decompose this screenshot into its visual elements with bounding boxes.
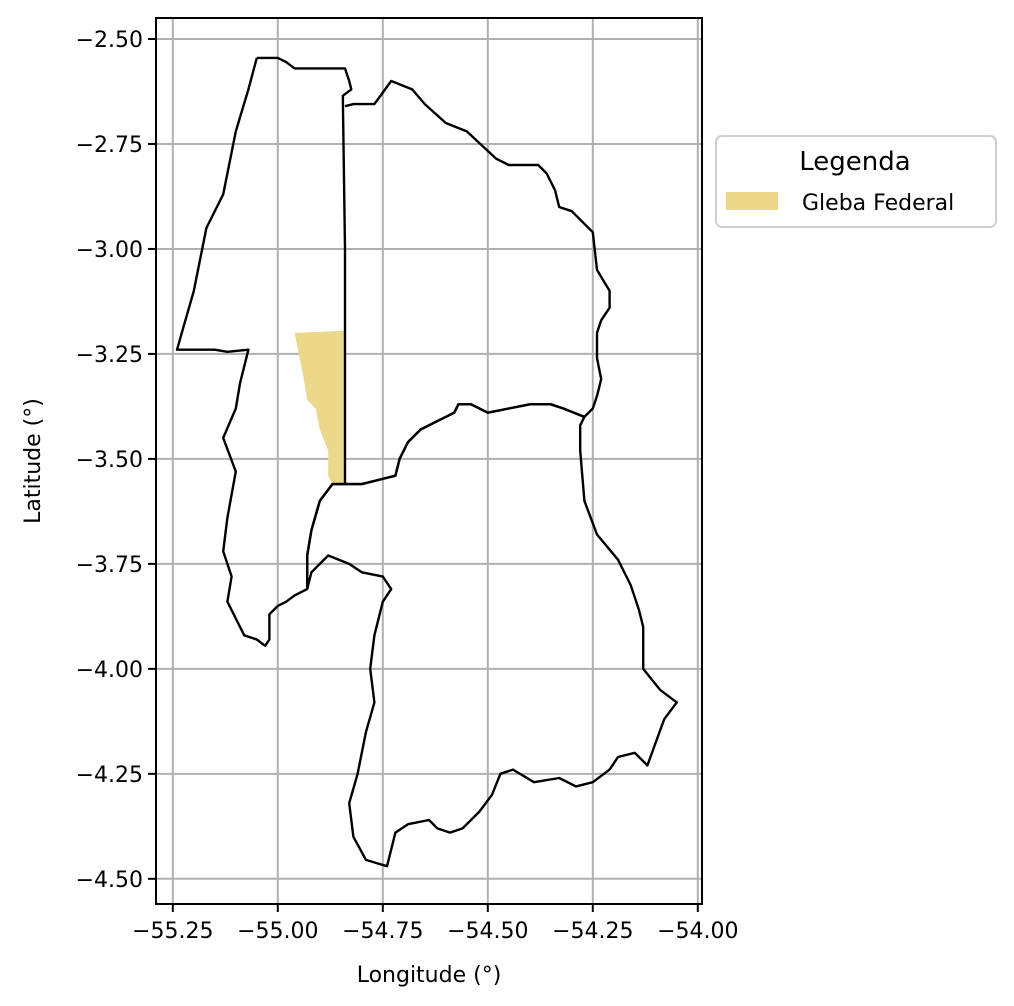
boundary-layer	[175, 56, 678, 868]
legend: Legenda Gleba Federal	[715, 135, 997, 228]
grid-layer	[156, 18, 702, 904]
boundary-south	[306, 403, 678, 868]
y-tick-label: −2.50	[76, 28, 143, 53]
y-axis-title: Latitude (°)	[21, 398, 46, 524]
x-axis-title: Longitude (°)	[357, 963, 502, 988]
legend-swatch-gleba-federal	[726, 192, 778, 210]
tick-layer: −55.25 −55.00 −54.75 −54.50 −54.25 −54.00 −2.5…	[76, 28, 739, 944]
x-tick-label: −54.00	[657, 919, 738, 944]
plot-frame	[155, 17, 703, 905]
gleba-layer	[294, 330, 345, 485]
y-tick-label: −3.25	[76, 343, 143, 368]
y-tick-label: −4.00	[76, 658, 143, 683]
y-tick-label: −3.00	[76, 238, 143, 263]
y-tick-label: −3.50	[76, 448, 143, 473]
x-tick-label: −55.00	[237, 919, 318, 944]
legend-label-gleba-federal: Gleba Federal	[802, 191, 954, 216]
x-tick-label: −54.75	[342, 919, 423, 944]
x-tick-label: −54.50	[447, 919, 528, 944]
y-tick-label: −2.75	[76, 133, 143, 158]
boundary-northwest	[175, 56, 353, 647]
x-tick-label: −55.25	[132, 919, 213, 944]
x-tick-label: −54.25	[552, 919, 633, 944]
y-tick-label: −4.25	[76, 763, 143, 788]
legend-box	[715, 135, 997, 228]
y-tick-label: −3.75	[76, 553, 143, 578]
y-tick-label: −4.50	[76, 868, 143, 893]
gleba-federal-area	[294, 330, 345, 485]
legend-title: Legenda	[799, 147, 910, 177]
